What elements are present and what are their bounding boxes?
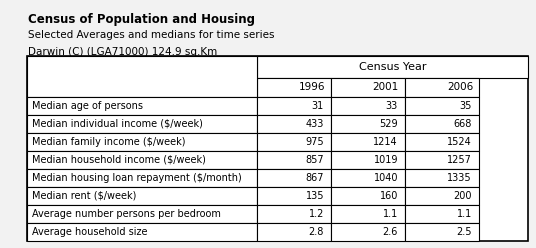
Text: 1335: 1335 — [448, 173, 472, 183]
Bar — [27, 151, 257, 169]
Bar — [331, 223, 405, 241]
Text: 975: 975 — [306, 137, 324, 147]
Bar — [27, 56, 528, 241]
Bar — [405, 115, 479, 133]
Bar — [331, 187, 405, 205]
Bar — [405, 169, 479, 187]
Bar — [331, 133, 405, 151]
Text: Median housing loan repayment ($/month): Median housing loan repayment ($/month) — [32, 173, 242, 183]
Bar — [331, 169, 405, 187]
Text: 1524: 1524 — [447, 137, 472, 147]
Text: 2.8: 2.8 — [309, 227, 324, 237]
Text: Selected Averages and medians for time series: Selected Averages and medians for time s… — [28, 30, 274, 40]
Text: Census of Population and Housing: Census of Population and Housing — [28, 13, 255, 26]
Text: 1040: 1040 — [374, 173, 398, 183]
Text: 867: 867 — [306, 173, 324, 183]
Bar — [405, 78, 479, 97]
Bar — [405, 187, 479, 205]
Text: 160: 160 — [379, 191, 398, 201]
Text: 857: 857 — [306, 155, 324, 165]
Bar — [27, 223, 257, 241]
Bar — [257, 169, 331, 187]
Text: 1257: 1257 — [447, 155, 472, 165]
Bar — [27, 56, 257, 97]
Text: 1.1: 1.1 — [383, 209, 398, 219]
Text: 2001: 2001 — [373, 83, 399, 93]
Text: 2.6: 2.6 — [383, 227, 398, 237]
Bar — [27, 133, 257, 151]
Bar — [257, 97, 331, 115]
Text: Average number persons per bedroom: Average number persons per bedroom — [32, 209, 221, 219]
Bar — [257, 56, 528, 78]
Bar — [257, 115, 331, 133]
Text: 1.1: 1.1 — [457, 209, 472, 219]
Bar — [331, 151, 405, 169]
Bar — [331, 97, 405, 115]
Text: 2.5: 2.5 — [457, 227, 472, 237]
Bar — [405, 223, 479, 241]
Text: Median family income ($/week): Median family income ($/week) — [32, 137, 185, 147]
Bar — [257, 133, 331, 151]
Bar — [27, 205, 257, 223]
Text: 529: 529 — [379, 119, 398, 129]
Text: 200: 200 — [453, 191, 472, 201]
Text: Median household income ($/week): Median household income ($/week) — [32, 155, 206, 165]
Text: Census Year: Census Year — [359, 62, 426, 72]
Text: 33: 33 — [386, 101, 398, 111]
Text: Darwin (C) (LGA71000) 124.9 sq.Km: Darwin (C) (LGA71000) 124.9 sq.Km — [28, 47, 217, 57]
Text: 1996: 1996 — [299, 83, 325, 93]
Bar — [257, 223, 331, 241]
Bar — [27, 115, 257, 133]
Bar — [405, 205, 479, 223]
Bar — [257, 78, 331, 97]
Bar — [257, 205, 331, 223]
Bar — [331, 78, 405, 97]
Text: 135: 135 — [306, 191, 324, 201]
Text: 1.2: 1.2 — [309, 209, 324, 219]
Text: 433: 433 — [306, 119, 324, 129]
Text: Average household size: Average household size — [32, 227, 147, 237]
Text: Median rent ($/week): Median rent ($/week) — [32, 191, 136, 201]
Bar — [27, 169, 257, 187]
Bar — [257, 151, 331, 169]
Bar — [405, 151, 479, 169]
Text: 35: 35 — [460, 101, 472, 111]
Text: 1019: 1019 — [374, 155, 398, 165]
Bar — [331, 115, 405, 133]
Text: 1214: 1214 — [374, 137, 398, 147]
Text: Median individual income ($/week): Median individual income ($/week) — [32, 119, 203, 129]
Text: Median age of persons: Median age of persons — [32, 101, 143, 111]
Bar — [405, 97, 479, 115]
Text: 668: 668 — [453, 119, 472, 129]
Bar — [257, 187, 331, 205]
Bar — [27, 97, 257, 115]
Text: 31: 31 — [312, 101, 324, 111]
Bar — [405, 133, 479, 151]
Bar — [331, 205, 405, 223]
Text: 2006: 2006 — [446, 83, 473, 93]
Bar — [27, 187, 257, 205]
